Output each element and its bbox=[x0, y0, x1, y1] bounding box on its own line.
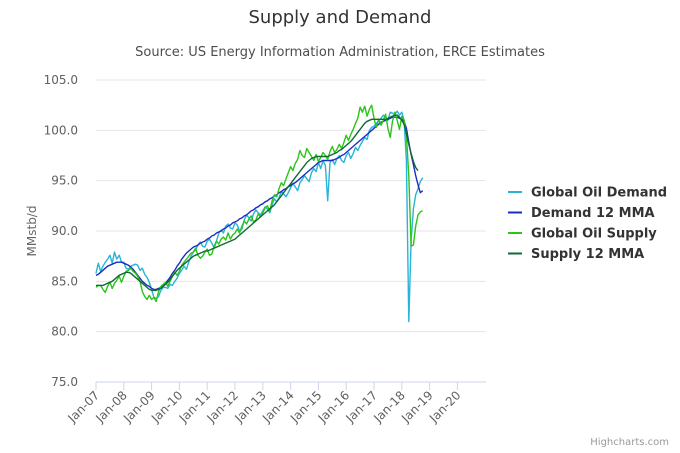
chart-subtitle: Source: US Energy Information Administra… bbox=[135, 45, 545, 60]
y-tick-label: 80.0 bbox=[51, 325, 78, 339]
x-tick-label: Jan-11 bbox=[176, 388, 214, 426]
series-line-supply-12-mma[interactable] bbox=[96, 114, 419, 292]
legend: Global Oil Demand Demand 12 MMA Global Oil… bbox=[508, 186, 667, 262]
chart-title: Supply and Demand bbox=[248, 7, 432, 28]
x-tick-label: Jan-10 bbox=[148, 388, 186, 426]
series-line-demand-12-mma[interactable] bbox=[95, 116, 424, 291]
x-tick-label: Jan-15 bbox=[287, 388, 325, 426]
y-tick-label: 75.0 bbox=[51, 375, 78, 389]
x-axis-ticks: Jan-07Jan-08Jan-09Jan-10Jan-11Jan-12Jan-… bbox=[65, 382, 464, 426]
x-tick-label: Jan-12 bbox=[204, 388, 242, 426]
x-tick-label: Jan-16 bbox=[315, 388, 353, 426]
series-line-global-oil-demand[interactable] bbox=[95, 110, 424, 323]
x-tick-label: Jan-20 bbox=[426, 388, 464, 426]
x-tick-label: Jan-17 bbox=[343, 388, 381, 426]
x-tick-label: Jan-13 bbox=[231, 388, 269, 426]
x-tick-label: Jan-19 bbox=[398, 388, 436, 426]
y-tick-label: 85.0 bbox=[51, 274, 78, 288]
legend-item-global-oil-demand[interactable]: Global Oil Demand bbox=[508, 186, 667, 201]
legend-label: Global Oil Demand bbox=[531, 186, 667, 201]
x-tick-label: Jan-07 bbox=[65, 388, 103, 426]
legend-item-demand-12-mma[interactable]: Demand 12 MMA bbox=[508, 206, 655, 221]
x-tick-label: Jan-09 bbox=[120, 388, 158, 426]
y-tick-label: 105.0 bbox=[44, 73, 78, 87]
x-tick-label: Jan-18 bbox=[370, 388, 408, 426]
x-tick-label: Jan-14 bbox=[259, 388, 297, 426]
series-line-global-oil-supply[interactable] bbox=[95, 104, 423, 303]
y-tick-label: 90.0 bbox=[51, 224, 78, 238]
y-axis-title: MMstb/d bbox=[25, 206, 39, 257]
legend-label: Global Oil Supply bbox=[531, 227, 657, 242]
legend-item-supply-12-mma[interactable]: Supply 12 MMA bbox=[508, 247, 644, 262]
y-tick-label: 95.0 bbox=[51, 174, 78, 188]
legend-label: Demand 12 MMA bbox=[531, 206, 655, 221]
legend-item-global-oil-supply[interactable]: Global Oil Supply bbox=[508, 227, 657, 242]
credits-link[interactable]: Highcharts.com bbox=[590, 437, 669, 448]
series-group bbox=[95, 104, 424, 323]
grid-lines bbox=[96, 79, 486, 333]
legend-label: Supply 12 MMA bbox=[531, 247, 644, 262]
x-tick-label: Jan-08 bbox=[92, 388, 130, 426]
y-tick-label: 100.0 bbox=[44, 123, 78, 137]
y-axis-ticks: 75.0 80.0 85.0 90.0 95.0 100.0 105.0 bbox=[44, 73, 78, 389]
